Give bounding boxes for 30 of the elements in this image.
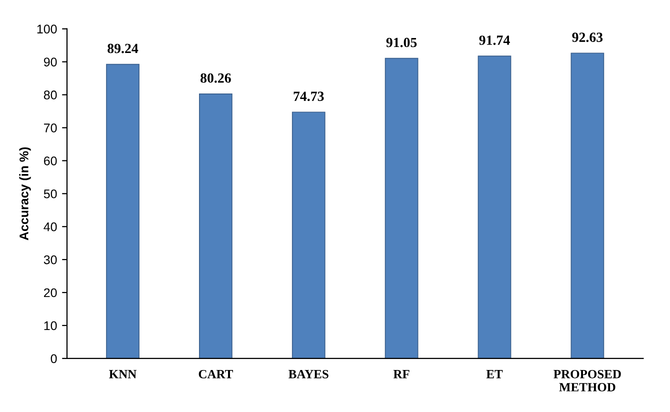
x-tick-label: CART — [198, 370, 233, 378]
data-label: 92.63 — [572, 32, 603, 42]
bar — [292, 112, 326, 358]
x-tick-label: RF — [393, 370, 410, 378]
x-tick-label: BAYES — [288, 370, 328, 378]
data-label: 91.05 — [386, 38, 417, 48]
y-tick-label: 80 — [44, 90, 57, 100]
y-tick-label: 70 — [44, 124, 57, 132]
y-tick-label: 20 — [44, 288, 57, 298]
data-label: 91.74 — [479, 36, 510, 45]
y-tick-label: 90 — [44, 58, 57, 66]
y-tick-label: 60 — [44, 156, 57, 166]
y-tick-label: 30 — [44, 255, 57, 264]
data-label: 89.24 — [108, 44, 138, 54]
y-tick-label: 50 — [44, 189, 57, 198]
data-label: 74.73 — [294, 92, 324, 102]
data-label: 80.26 — [200, 73, 231, 83]
bar — [570, 52, 604, 358]
x-tick-label: KNN — [109, 370, 136, 378]
x-tick-label: ET — [486, 370, 503, 378]
y-axis-title: Accuracy (in %) — [19, 147, 31, 240]
y-tick-label: 100 — [37, 24, 57, 34]
y-tick-label: 0 — [50, 354, 57, 364]
y-tick-label: 10 — [44, 321, 57, 330]
y-tick-label: 40 — [44, 222, 57, 232]
x-tick-label: PROPOSED METHOD — [554, 370, 621, 392]
bar — [384, 58, 418, 358]
bar — [106, 64, 140, 358]
bar — [199, 93, 232, 358]
bar — [478, 56, 512, 358]
